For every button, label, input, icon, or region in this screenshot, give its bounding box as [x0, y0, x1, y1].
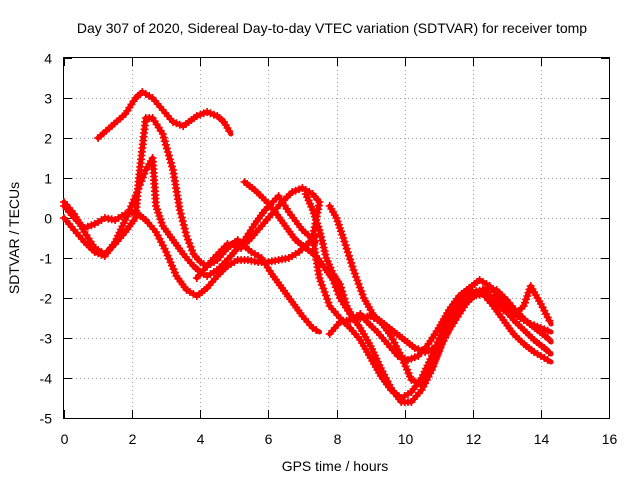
y-tick-label: 0: [44, 211, 52, 227]
x-tick-label: 0: [61, 431, 69, 447]
x-tick-label: 8: [334, 431, 342, 447]
x-axis-label: GPS time / hours: [282, 458, 389, 474]
series-arc-9: [325, 282, 554, 388]
y-tick-label: -2: [40, 291, 53, 307]
plot-frame: [63, 57, 610, 419]
y-tick-label: -1: [40, 251, 53, 267]
series-line: [61, 115, 322, 335]
y-tick-label: 1: [44, 171, 52, 187]
data-series: [60, 88, 554, 406]
axis-ticks: [64, 58, 610, 419]
chart-title: Day 307 of 2020, Sidereal Day-to-day VTE…: [77, 20, 587, 36]
y-tick-label: -4: [40, 371, 53, 387]
y-tick-label: 2: [44, 131, 52, 147]
y-tick-label: 4: [44, 51, 52, 67]
x-tick-label: 10: [398, 431, 414, 447]
x-tick-label: 14: [534, 431, 550, 447]
y-tick-labels: -5 -4 -3 -2 -1 0 1 2 3 4: [40, 51, 53, 427]
y-axis-label: SDTVAR / TECUs: [6, 182, 22, 294]
x-tick-label: 6: [265, 431, 273, 447]
series-arc-1: [94, 88, 234, 142]
y-tick-label: 3: [44, 91, 52, 107]
x-tick-label: 4: [197, 431, 205, 447]
y-tick-label: -5: [40, 411, 53, 427]
x-tick-label: 16: [602, 431, 618, 447]
x-tick-label: 12: [466, 431, 482, 447]
y-tick-label: -3: [40, 331, 53, 347]
series-markers: [94, 88, 234, 142]
x-tick-label: 2: [129, 431, 137, 447]
series-markers: [325, 282, 554, 388]
gridlines: [64, 58, 609, 418]
x-tick-labels: 0 2 4 6 8 10 12 14 16: [61, 431, 618, 447]
